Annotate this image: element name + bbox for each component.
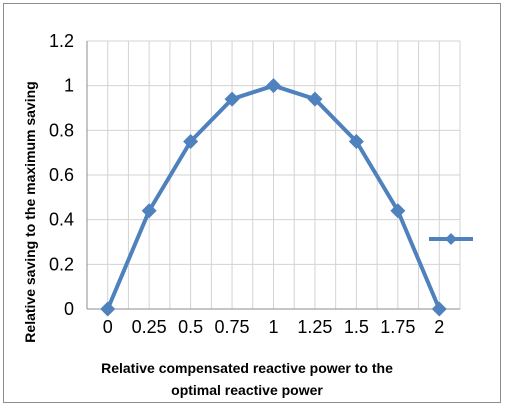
y-tick-label: 0.4 <box>49 210 74 230</box>
x-tick-label: 2 <box>434 317 444 337</box>
legend <box>429 233 473 245</box>
data-point-marker <box>348 134 364 149</box>
data-point-marker <box>266 78 281 94</box>
x-tick-label: 0 <box>103 317 113 337</box>
x-tick-label: 1 <box>268 317 278 337</box>
y-tick-label: 1.2 <box>49 31 74 51</box>
data-point-marker <box>141 203 157 219</box>
series-area <box>100 78 447 317</box>
axes <box>86 41 460 310</box>
chart-frame <box>3 3 501 403</box>
y-tick-label: 0.8 <box>49 120 74 140</box>
x-tick-label: 0.75 <box>215 317 250 337</box>
x-tick-label: 1.25 <box>297 317 332 337</box>
y-tick-label: 1 <box>64 76 74 96</box>
x-tick-label: 0.25 <box>132 317 167 337</box>
data-point-marker <box>390 203 406 219</box>
tick-labels: 0 0.2 0.4 0.6 0.8 1 1.2 0 0.25 0.5 0.75 1 1.25 1.5 1.7… <box>49 31 444 337</box>
data-point-marker <box>307 91 323 107</box>
x-axis-title-line1: Relative compensated reactive power to t… <box>101 360 393 376</box>
x-axis-title-line2: optimal reactive power <box>171 382 323 398</box>
y-axis-title: Relative saving to the maximum saving <box>22 81 38 342</box>
data-point-marker <box>183 134 199 149</box>
x-tick-label: 0.5 <box>178 317 203 337</box>
y-tick-label: 0.6 <box>49 165 74 185</box>
data-point-marker <box>431 301 447 317</box>
data-point-marker <box>224 91 240 107</box>
x-tick-label: 1.5 <box>344 317 369 337</box>
data-point-marker <box>100 301 116 317</box>
y-tick-label: 0.2 <box>49 254 74 274</box>
y-tick-label: 0 <box>64 299 74 319</box>
legend-marker <box>445 233 457 245</box>
x-tick-label: 1.75 <box>380 317 415 337</box>
